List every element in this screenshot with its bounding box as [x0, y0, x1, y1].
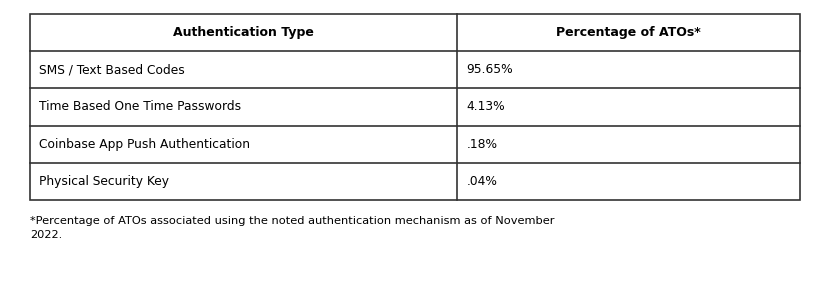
Text: Authentication Type: Authentication Type: [173, 26, 314, 39]
Text: Time Based One Time Passwords: Time Based One Time Passwords: [39, 101, 241, 114]
Text: .18%: .18%: [466, 138, 497, 151]
Text: SMS / Text Based Codes: SMS / Text Based Codes: [39, 63, 185, 76]
Bar: [30, 14, 800, 200]
Text: 4.13%: 4.13%: [466, 101, 505, 114]
Text: *Percentage of ATOs associated using the noted authentication mechanism as of No: *Percentage of ATOs associated using the…: [30, 216, 555, 226]
Text: 95.65%: 95.65%: [466, 63, 513, 76]
Text: Physical Security Key: Physical Security Key: [39, 175, 169, 188]
Text: Coinbase App Push Authentication: Coinbase App Push Authentication: [39, 138, 250, 151]
Text: 2022.: 2022.: [30, 230, 63, 240]
Text: Percentage of ATOs*: Percentage of ATOs*: [556, 26, 701, 39]
Text: .04%: .04%: [466, 175, 497, 188]
